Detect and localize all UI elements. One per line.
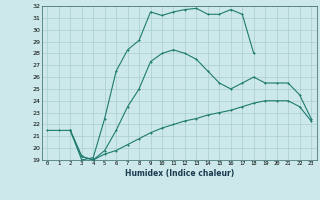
X-axis label: Humidex (Indice chaleur): Humidex (Indice chaleur): [124, 169, 234, 178]
